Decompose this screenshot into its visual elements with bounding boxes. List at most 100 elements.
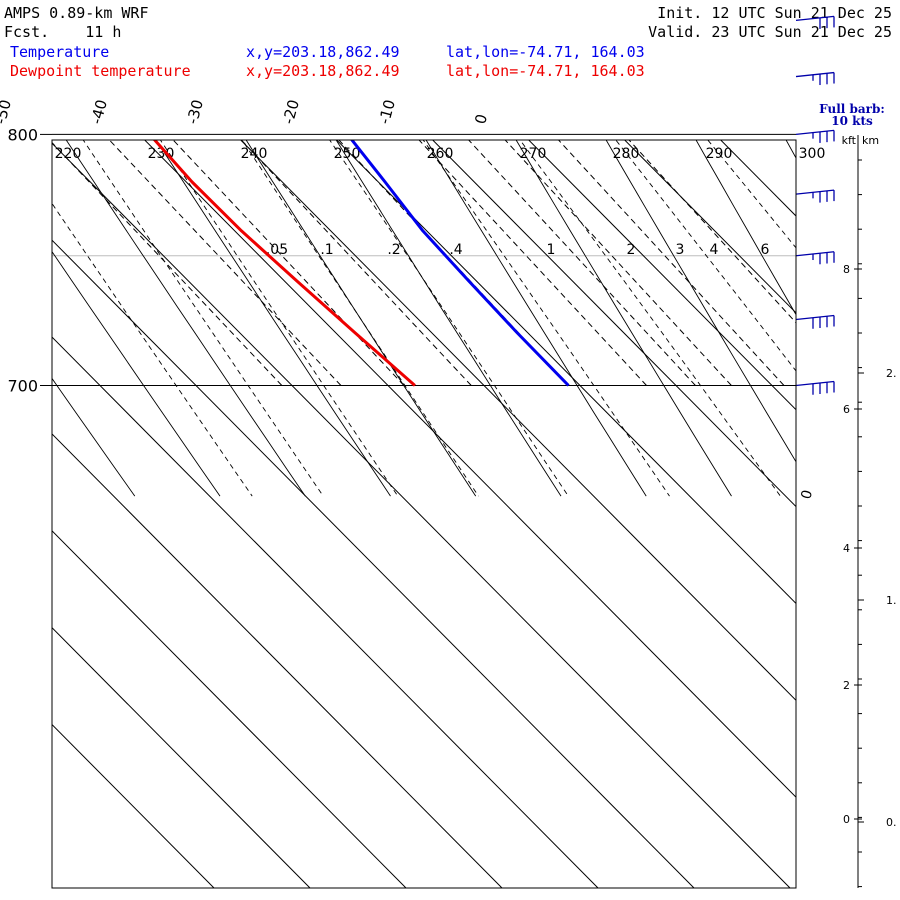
height-kft-label: 2	[843, 679, 850, 692]
mixing-ratio-label: .4	[449, 242, 462, 258]
height-km-label: 2.	[886, 367, 897, 380]
model-title: AMPS 0.89-km WRF	[4, 4, 149, 22]
legend-dewpoint: Dewpoint temperature	[10, 62, 191, 80]
mixing-ratio-line	[172, 140, 405, 386]
moist-adiabat	[52, 202, 253, 497]
mixing-ratio-line	[467, 140, 696, 386]
dry-adiabat	[605, 140, 796, 463]
mixing-ratio-line	[108, 140, 342, 386]
dry-adiabat	[695, 0, 900, 496]
pressure-minor-grid	[52, 255, 796, 257]
height-axis: 0 kft km 8 6 4 2 0 2. 1. 0.	[798, 134, 897, 888]
mixing-ratio-labels: .05 .1 .2 .4 1 2 3 4 6	[266, 242, 770, 258]
isotherm-line	[52, 239, 695, 888]
height-kft-label: 8	[843, 263, 850, 276]
isotherm-label: -30	[183, 98, 207, 126]
dry-adiabat	[695, 140, 796, 316]
dry-adiabat	[65, 140, 306, 497]
dry-adiabat	[245, 140, 477, 497]
mixing-ratio-label: 3	[676, 242, 685, 258]
mixing-ratio-label: 6	[761, 242, 770, 258]
isotherm-line	[777, 100, 900, 888]
isotherm-labels: -70-60-50-40-30-20-100	[0, 98, 491, 126]
isotherm-line	[431, 140, 796, 508]
mixing-ratio-label: 1	[547, 242, 556, 258]
wind-barb	[795, 314, 835, 329]
mixing-ratio-line	[504, 140, 732, 386]
height-kft-label: 0	[843, 813, 850, 826]
isotherm-label: -20	[279, 98, 303, 126]
mixing-ratio-line	[628, 140, 796, 324]
dry-adiabat	[335, 140, 562, 497]
wind-barb	[795, 251, 835, 265]
isotherm-line	[873, 100, 900, 888]
height-km-label: 0.	[886, 816, 897, 829]
theta-labels: 220 230 240 250 260 270 280 290 300	[55, 146, 826, 162]
init-time: Init. 12 UTC Sun 21 Dec 25	[657, 4, 892, 22]
theta-label: 280	[613, 146, 640, 162]
valid-time: Valid. 23 UTC Sun 21 Dec 25	[648, 23, 892, 41]
theta-label: 240	[241, 146, 268, 162]
isotherm-line	[52, 723, 215, 888]
isotherm-line	[143, 140, 796, 798]
height-km-label: 1.	[886, 594, 897, 607]
dry-adiabat	[52, 377, 136, 497]
mixing-ratio-label: .2	[387, 242, 400, 258]
dry-adiabats	[0, 0, 900, 497]
mixing-ratio-label: .05	[266, 242, 288, 258]
dry-adiabat	[52, 250, 221, 497]
temp-latlon: lat,lon=-74.71, 164.03	[446, 43, 645, 61]
dry-adiabat	[0, 0, 50, 496]
moist-adiabat	[615, 140, 796, 372]
isotherm-line	[239, 140, 796, 702]
temp-xy: x,y=203.18,862.49	[246, 43, 400, 61]
theta-label: 230	[148, 146, 175, 162]
wind-barb	[795, 189, 835, 203]
isotherm-label: -10	[375, 98, 399, 126]
mixing-ratio-label: 2	[627, 242, 636, 258]
wind-barb	[795, 380, 835, 395]
isotherm-label: -40	[87, 98, 111, 126]
theta-label: 220	[55, 146, 82, 162]
mixing-ratio-line	[418, 140, 647, 386]
isotherm-line	[52, 142, 791, 888]
pressure-grid: 7008009001000	[7, 125, 796, 396]
moist-adiabat	[422, 140, 670, 497]
dewpoint-line	[152, 140, 416, 387]
mixing-ratio-line	[338, 140, 568, 386]
isotherm-label: 0	[471, 112, 491, 126]
wind-barb	[795, 15, 835, 29]
dry-adiabat	[515, 140, 732, 497]
freezing-level-label: 0	[798, 488, 816, 501]
pressure-label: 700	[7, 377, 38, 396]
mixing-ratio-line	[52, 141, 283, 386]
isotherm-line	[52, 626, 311, 888]
height-kft-header: kft	[842, 134, 857, 147]
isotherm-label: -50	[0, 98, 15, 126]
theta-label: 250	[334, 146, 361, 162]
moist-adiabat	[241, 140, 479, 497]
dry-adiabat	[425, 140, 647, 497]
barb-note-line1: Full barb:	[819, 102, 885, 116]
dew-xy: x,y=203.18,862.49	[246, 62, 400, 80]
moist-adiabats	[52, 140, 796, 497]
theta-label: 300	[799, 146, 826, 162]
theta-label: 270	[520, 146, 547, 162]
pressure-label: 800	[7, 125, 38, 144]
wind-barb	[795, 129, 835, 143]
sounding-series	[152, 140, 570, 387]
legend-temperature: Temperature	[10, 43, 110, 61]
isotherm-line	[719, 140, 796, 217]
theta-label: 260	[427, 146, 454, 162]
mixing-ratio-line	[557, 140, 785, 386]
wind-barbs	[795, 15, 835, 395]
mixing-ratio-line	[240, 140, 472, 386]
plot-frame	[51, 139, 797, 889]
wind-barb	[795, 71, 835, 86]
isotherm-line	[335, 140, 796, 605]
dry-adiabat	[598, 0, 900, 496]
barb-note-line2: 10 kts	[831, 114, 873, 128]
isotherm-line	[52, 530, 407, 888]
dry-adiabat	[155, 140, 391, 497]
